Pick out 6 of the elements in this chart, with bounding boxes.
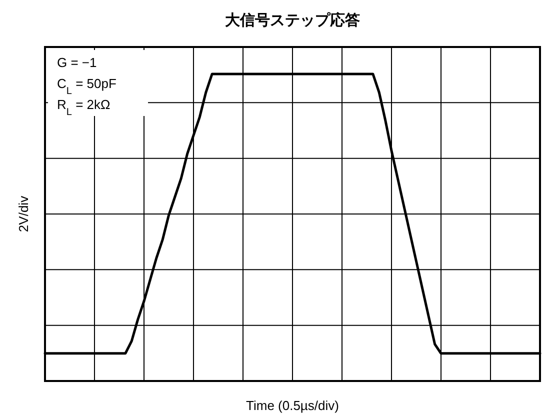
annotation: C$_{L}$ = 50pF bbox=[57, 76, 116, 96]
text: G = −1 bbox=[57, 55, 97, 70]
chart-title: 大信号ステップ応答 bbox=[225, 11, 360, 29]
y-axis-title: 2V/div bbox=[16, 195, 31, 232]
annotation: R$_{L}$ = 2kΩ bbox=[57, 97, 110, 118]
x-axis-title: Time (0.5µs/div) bbox=[246, 398, 339, 413]
